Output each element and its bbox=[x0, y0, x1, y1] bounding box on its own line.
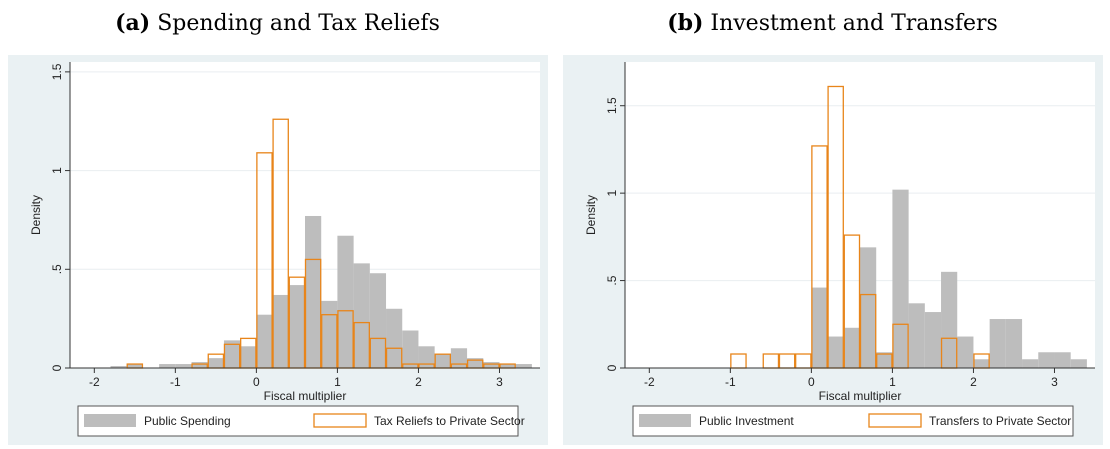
histogram-bar bbox=[876, 352, 893, 368]
x-tick-label: -1 bbox=[725, 375, 736, 389]
histogram-bar bbox=[321, 300, 338, 368]
x-tick-label: 0 bbox=[808, 375, 815, 389]
histogram-bar bbox=[892, 189, 909, 368]
histogram-bar bbox=[483, 362, 500, 368]
legend-label: Transfers to Private Sector bbox=[929, 414, 1071, 428]
y-tick-label: 1 bbox=[50, 167, 64, 174]
histogram-bar bbox=[515, 364, 532, 368]
histogram-bar bbox=[811, 287, 828, 368]
x-tick-label: 2 bbox=[415, 375, 422, 389]
histogram-bar bbox=[434, 354, 451, 368]
histogram-bar bbox=[272, 294, 289, 368]
y-tick-label: 1 bbox=[605, 189, 619, 196]
histogram-chart: 0 .5 1 1.5 -2 -1 0 1 2 3 Fiscal multiplier Density P… bbox=[8, 55, 548, 445]
y-tick-label: .5 bbox=[605, 275, 619, 285]
histogram-chart: 0 .5 1 1.5 -2 -1 0 1 2 3 Fiscal multiplier Density P… bbox=[563, 55, 1103, 445]
panel-title-text: Spending and Tax Reliefs bbox=[157, 11, 440, 36]
histogram-bar bbox=[989, 319, 1006, 368]
x-tick-label: 3 bbox=[496, 375, 503, 389]
panel-investment-transfers: (b) Investment and Transfers 0 .5 1 1.5 -2 -1… bbox=[555, 0, 1110, 449]
legend-box bbox=[632, 405, 1074, 437]
histogram-bar bbox=[467, 358, 484, 368]
histogram-bar bbox=[924, 312, 942, 368]
histogram-bar bbox=[305, 215, 322, 368]
panel-tag: (a) bbox=[115, 10, 151, 36]
histogram-bar bbox=[973, 359, 990, 368]
histogram-bar bbox=[337, 235, 354, 368]
histogram-bar bbox=[386, 308, 403, 368]
histogram-bar bbox=[908, 303, 925, 368]
histogram-bar bbox=[827, 336, 844, 368]
histogram-bar bbox=[240, 346, 257, 368]
histogram-bar bbox=[159, 364, 176, 368]
histogram-bar bbox=[1070, 359, 1087, 368]
y-tick-label: 1.5 bbox=[605, 97, 619, 114]
histogram-bar bbox=[402, 330, 419, 368]
histogram-bar bbox=[499, 364, 516, 368]
x-axis-title: Fiscal multiplier bbox=[264, 389, 347, 403]
histogram-bar bbox=[418, 346, 435, 368]
x-tick-label: 2 bbox=[970, 375, 977, 389]
x-tick-label: 1 bbox=[889, 375, 896, 389]
y-tick-label: 1.5 bbox=[50, 63, 64, 80]
legend-swatch bbox=[639, 414, 691, 427]
histogram-bar bbox=[191, 362, 208, 368]
histogram-bar bbox=[941, 271, 958, 368]
legend-label: Tax Reliefs to Private Sector bbox=[374, 414, 525, 428]
histogram-bar bbox=[353, 263, 370, 368]
histogram-bar bbox=[1038, 352, 1055, 368]
histogram-bar bbox=[860, 247, 877, 368]
x-tick-label: -1 bbox=[170, 375, 181, 389]
legend-box bbox=[77, 405, 519, 437]
histogram-bar bbox=[1022, 359, 1039, 368]
panel-spending-tax-reliefs: (a) Spending and Tax Reliefs 0 .5 1 1.5 -2 -1… bbox=[0, 10, 555, 445]
y-tick-label: 0 bbox=[50, 364, 64, 371]
y-tick-label: .5 bbox=[50, 264, 64, 274]
legend-swatch bbox=[313, 413, 367, 428]
x-axis-title: Fiscal multiplier bbox=[819, 389, 902, 403]
histogram-bar bbox=[126, 364, 143, 368]
histogram-bar bbox=[843, 327, 860, 368]
y-tick-label: 0 bbox=[605, 364, 619, 371]
histogram-bar bbox=[450, 348, 468, 368]
panel-title: (a) Spending and Tax Reliefs bbox=[0, 10, 555, 36]
histogram-bar bbox=[1005, 319, 1023, 368]
panel-tag: (b) bbox=[667, 10, 704, 36]
histogram-bar bbox=[1054, 352, 1071, 368]
x-tick-label: 3 bbox=[1051, 375, 1058, 389]
histogram-bar bbox=[110, 366, 127, 368]
panel-title-text: Investment and Transfers bbox=[710, 11, 998, 36]
legend-label: Public Spending bbox=[144, 414, 231, 428]
histogram-bar bbox=[207, 358, 224, 368]
legend-label: Public Investment bbox=[699, 414, 794, 428]
histogram-bar bbox=[175, 364, 192, 368]
histogram-bar bbox=[256, 314, 273, 368]
histogram-bar bbox=[288, 285, 305, 368]
x-tick-label: 0 bbox=[253, 375, 260, 389]
panel-title: (b) Investment and Transfers bbox=[555, 10, 1110, 36]
x-tick-label: -2 bbox=[89, 375, 100, 389]
legend-swatch bbox=[868, 413, 922, 428]
histogram-bar bbox=[369, 273, 387, 368]
histogram-bar bbox=[957, 336, 974, 368]
histogram-bar bbox=[223, 340, 241, 368]
legend-swatch bbox=[84, 414, 136, 427]
y-axis-title: Density bbox=[29, 195, 43, 235]
x-tick-label: -2 bbox=[644, 375, 655, 389]
y-axis-title: Density bbox=[584, 195, 598, 235]
x-tick-label: 1 bbox=[334, 375, 341, 389]
